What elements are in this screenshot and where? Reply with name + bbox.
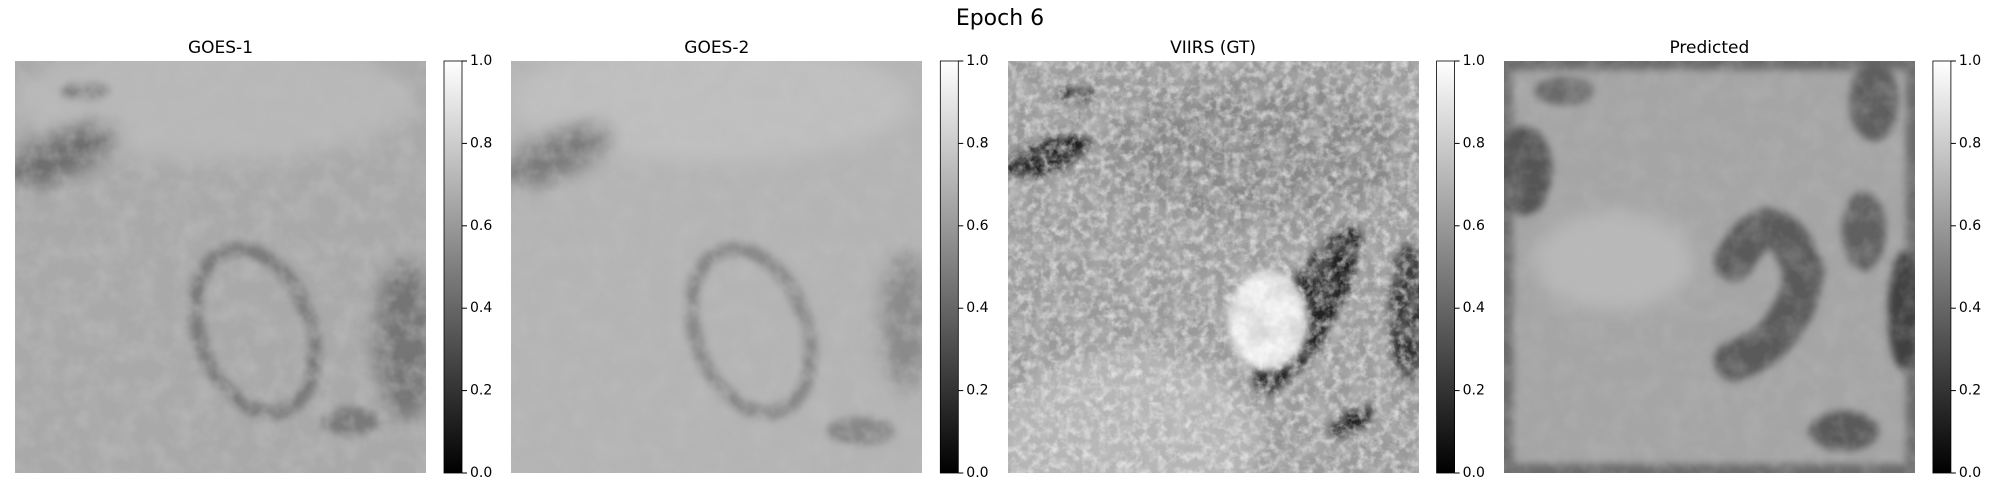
colorbar bbox=[939, 60, 959, 474]
colorbar-tick-label: 0.6 bbox=[1463, 218, 1485, 234]
colorbar-tick-label: 0.0 bbox=[1463, 465, 1485, 481]
colorbar bbox=[1436, 60, 1455, 474]
colorbar-tick-label: 0.2 bbox=[1463, 383, 1485, 399]
colorbar-tick-label: 0.4 bbox=[1463, 300, 1485, 316]
colorbar-tick-label: 0.2 bbox=[966, 383, 988, 399]
colorbar-tick-label: 1.0 bbox=[1463, 53, 1485, 69]
image-predicted bbox=[1504, 61, 1915, 473]
colorbar-tick-label: 0.8 bbox=[1463, 135, 1485, 151]
colorbar-tick-label: 0.4 bbox=[1959, 300, 1981, 316]
colorbar-tick-label: 1.0 bbox=[1959, 53, 1981, 69]
colorbar-tick-label: 1.0 bbox=[470, 53, 492, 69]
image-viirs bbox=[1008, 61, 1419, 473]
colorbar-tick-label: 0.6 bbox=[470, 218, 492, 234]
colorbar-tick-label: 0.4 bbox=[470, 300, 492, 316]
image-goes-1 bbox=[15, 61, 426, 473]
colorbar-tick-label: 0.6 bbox=[1959, 218, 1981, 234]
colorbar-tick-label: 0.4 bbox=[966, 300, 988, 316]
panel-title: GOES-2 bbox=[684, 38, 749, 58]
panel-title: VIIRS (GT) bbox=[1170, 38, 1256, 58]
colorbar-tick-label: 0.8 bbox=[470, 135, 492, 151]
colorbar-tick-label: 0.0 bbox=[966, 465, 988, 481]
panel-title: Predicted bbox=[1669, 38, 1749, 58]
colorbar-tick-label: 1.0 bbox=[966, 53, 988, 69]
image-goes-2 bbox=[511, 61, 922, 473]
colorbar-tick-label: 0.8 bbox=[966, 135, 988, 151]
colorbar-tick-label: 0.0 bbox=[470, 465, 492, 481]
colorbar-tick-label: 0.2 bbox=[1959, 383, 1981, 399]
figure-title: Epoch 6 bbox=[956, 6, 1044, 31]
colorbar-tick-label: 0.6 bbox=[966, 218, 988, 234]
colorbar bbox=[1932, 60, 1952, 474]
colorbar-tick-label: 0.2 bbox=[470, 383, 492, 399]
colorbar bbox=[443, 60, 463, 474]
colorbar-tick-label: 0.8 bbox=[1959, 135, 1981, 151]
panel-title: GOES-1 bbox=[188, 38, 253, 58]
colorbar-tick-label: 0.0 bbox=[1959, 465, 1981, 481]
